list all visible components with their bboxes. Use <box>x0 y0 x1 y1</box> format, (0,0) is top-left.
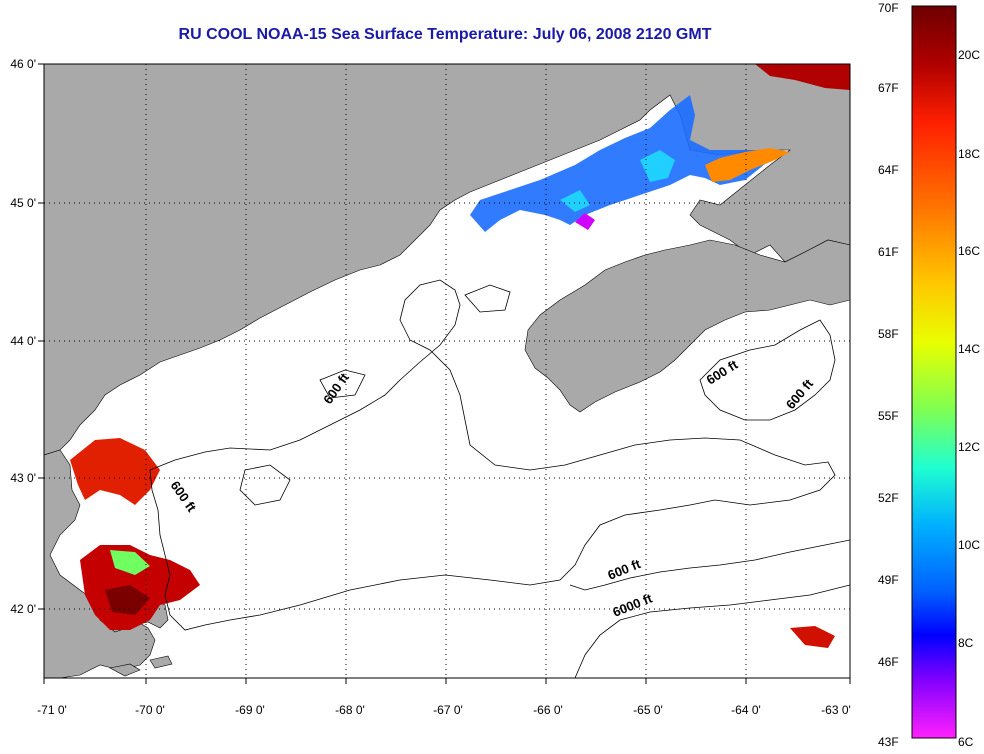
depth-contours <box>149 279 850 678</box>
colorbar <box>911 5 957 739</box>
lon-label-66: -66 0' <box>533 703 563 717</box>
cbar-c-10: 10C <box>958 538 980 552</box>
sst-cape-green <box>110 550 150 575</box>
cbar-c-6: 6C <box>958 735 974 749</box>
cbar-f-55: 55F <box>878 409 899 423</box>
cbar-f-43: 43F <box>878 735 899 749</box>
sst-fundy-warm <box>705 148 790 182</box>
lat-label-42: 42 0' <box>10 602 36 616</box>
land-nova-scotia <box>524 239 850 413</box>
sst-mass-bay <box>70 438 160 505</box>
lat-label-43: 43 0' <box>10 471 36 485</box>
lon-label-71: -71 0' <box>37 703 67 717</box>
cbar-c-14: 14C <box>958 342 980 356</box>
cbar-c-16: 16C <box>958 244 980 258</box>
cbar-c-18: 18C <box>958 147 980 161</box>
cbar-f-49: 49F <box>878 573 899 587</box>
cbar-c-12: 12C <box>958 440 980 454</box>
sst-bay-of-fundy <box>470 95 790 232</box>
lat-label-44: 44 0' <box>10 334 36 348</box>
lon-label-63: -63 0' <box>821 703 851 717</box>
colorbar-celsius-labels: 20C 18C 16C 14C 12C 10C 8C 6C <box>958 48 980 749</box>
lat-label-46: 46 0' <box>10 57 36 71</box>
map-plot-area: 600 ft 600 ft 600 ft 600 ft 600 ft 6000 … <box>44 64 850 678</box>
cbar-f-52: 52F <box>878 491 899 505</box>
land-maine-newbrunswick <box>44 64 850 456</box>
cbar-f-46: 46F <box>878 655 899 669</box>
lon-label-69: -69 0' <box>235 703 265 717</box>
sst-fundy-magenta <box>575 213 595 230</box>
cbar-f-64: 64F <box>878 163 899 177</box>
map-title: RU COOL NOAA-15 Sea Surface Temperature:… <box>178 26 712 43</box>
sst-cape-dark <box>105 585 150 615</box>
sst-fundy-cyan <box>560 150 675 212</box>
lon-label-68: -68 0' <box>335 703 365 717</box>
cbar-f-70: 70F <box>878 1 899 15</box>
lon-label-67: -67 0' <box>433 703 463 717</box>
colorbar-fahrenheit-labels: 70F 67F 64F 61F 58F 55F 52F 49F 46F 43F <box>878 1 899 749</box>
land-islands <box>109 655 173 677</box>
cbar-c-8: 8C <box>958 636 974 650</box>
lon-label-65: -65 0' <box>633 703 663 717</box>
sst-patch-se <box>790 626 835 648</box>
cbar-f-61: 61F <box>878 245 899 259</box>
lat-label-45: 45 0' <box>10 196 36 210</box>
sst-patch-ne <box>755 64 850 90</box>
axis-ticks <box>38 63 851 684</box>
lon-label-64: -64 0' <box>731 703 761 717</box>
plot-frame <box>43 63 851 679</box>
cbar-f-58: 58F <box>878 327 899 341</box>
cbar-f-67: 67F <box>878 81 899 95</box>
cbar-c-20: 20C <box>958 48 980 62</box>
lon-label-70: -70 0' <box>135 703 165 717</box>
